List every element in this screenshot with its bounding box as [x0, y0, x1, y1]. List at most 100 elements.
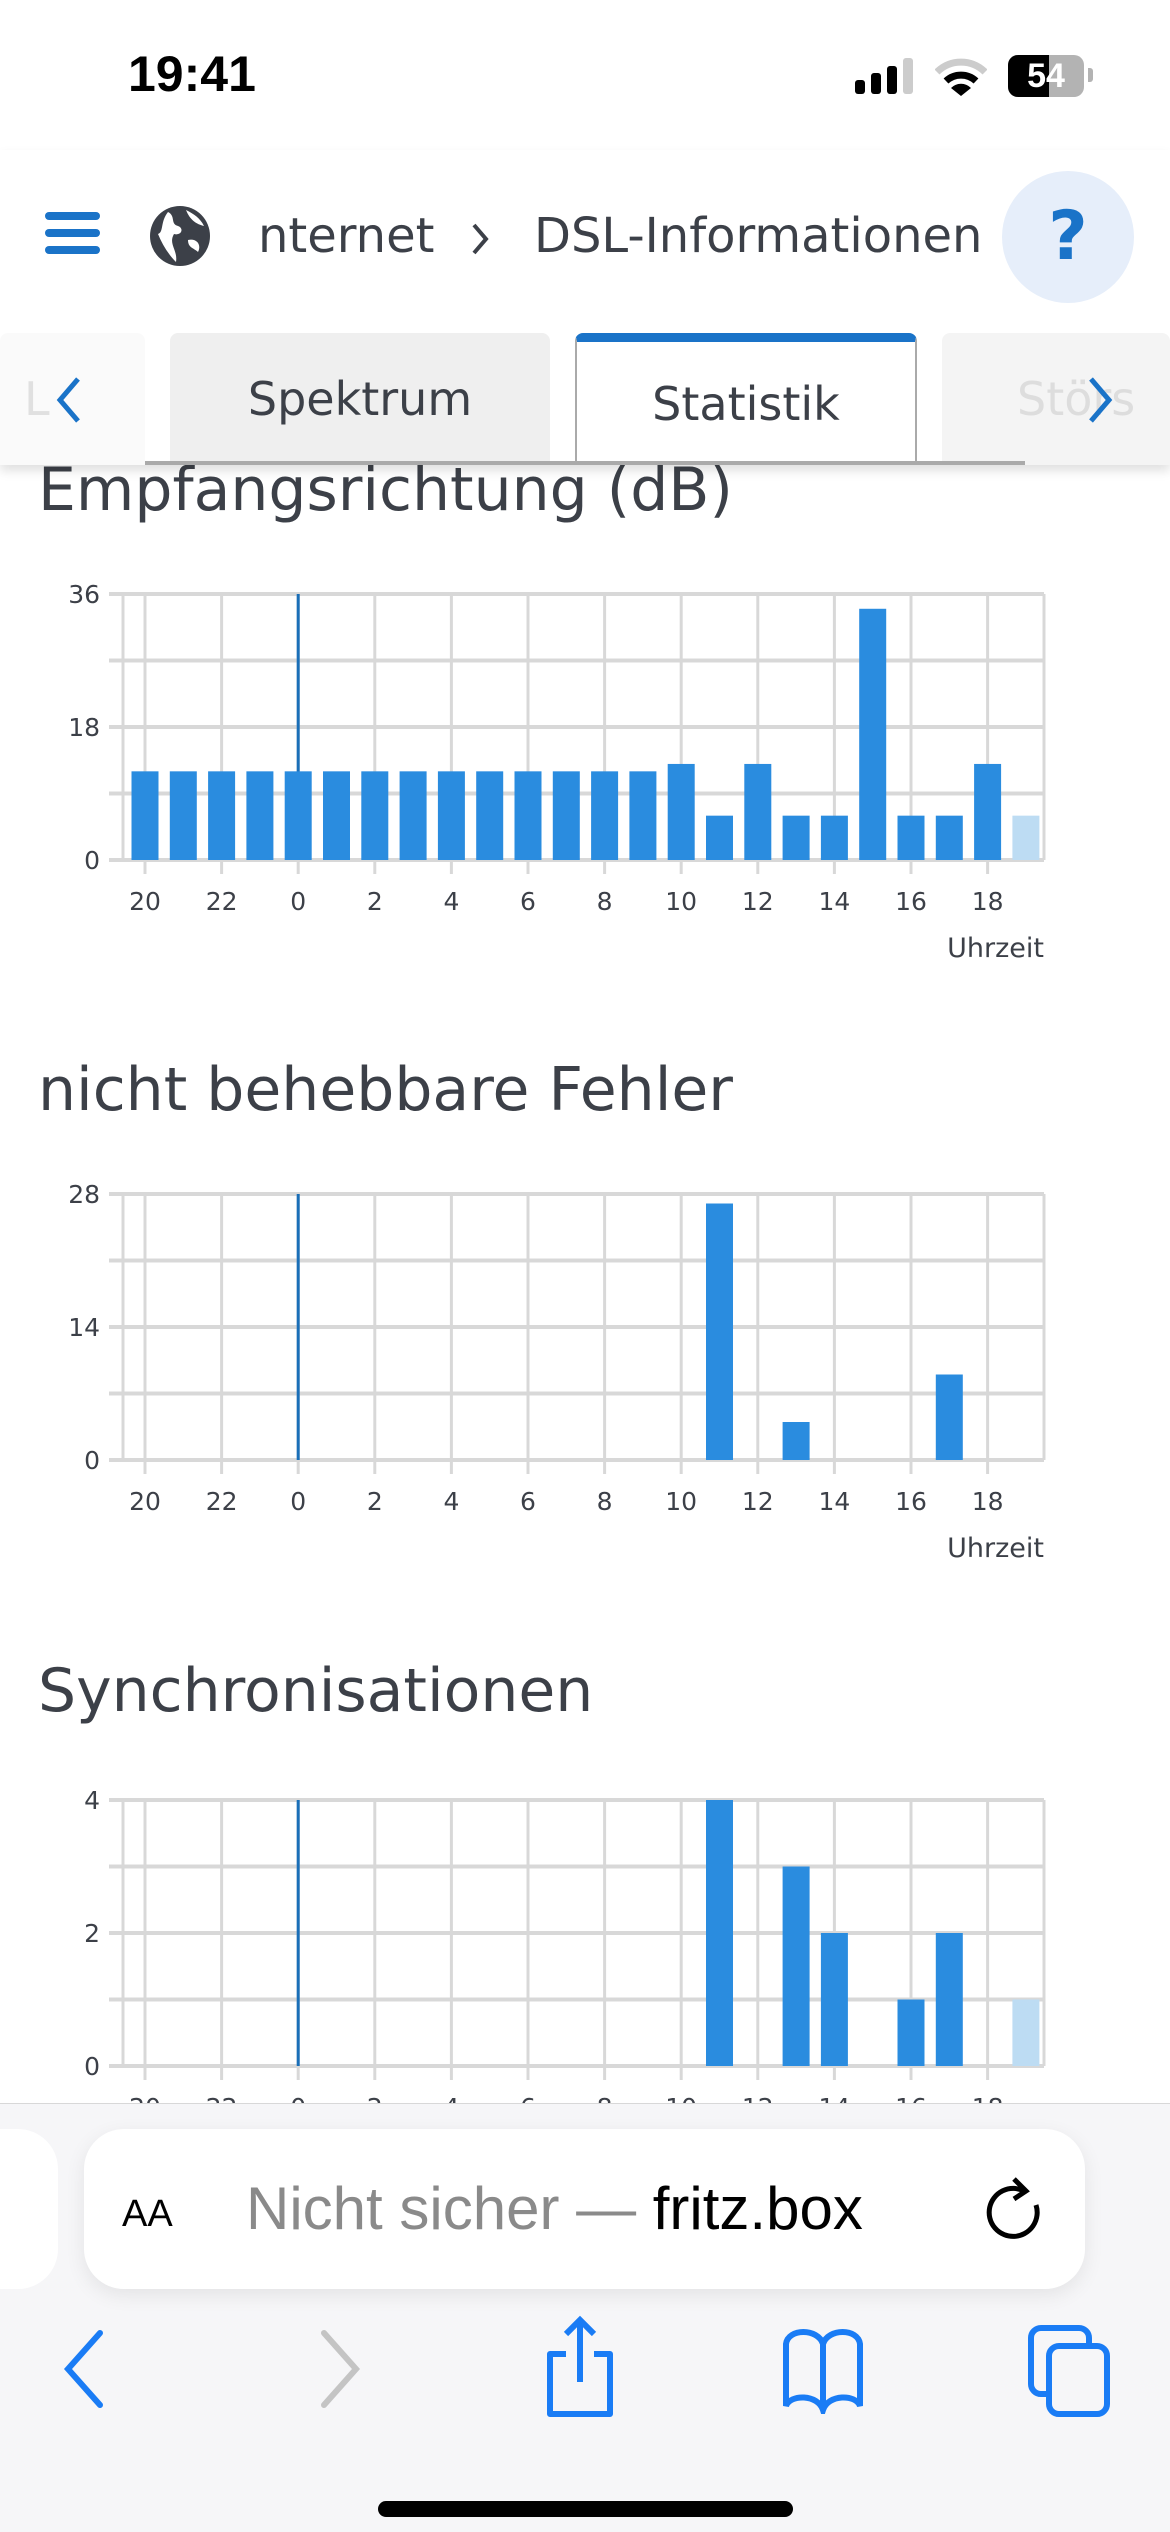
breadcrumb-parent[interactable]: nternet [258, 208, 435, 264]
y-tick-label: 18 [68, 713, 100, 742]
bar-14 [820, 1933, 848, 2066]
bar-22 [208, 771, 236, 860]
x-tick-label: 8 [597, 887, 613, 916]
bar-2 [361, 771, 389, 860]
tab-stoersicherheit-partial[interactable]: Störs [942, 333, 1170, 465]
bar-19 [1012, 815, 1040, 860]
previous-tab-pill[interactable] [0, 2129, 58, 2289]
y-tick-label: 2 [84, 1919, 100, 1948]
bar-23 [246, 771, 274, 860]
x-tick-label: 22 [206, 887, 238, 916]
x-axis-label: Uhrzeit [947, 1533, 1044, 1564]
hamburger-menu-icon[interactable] [45, 212, 100, 254]
x-tick-label: 18 [972, 887, 1004, 916]
forward-icon[interactable] [318, 2329, 362, 2409]
x-tick-label: 12 [742, 887, 774, 916]
wifi-icon [935, 58, 987, 96]
bar-18 [974, 763, 1002, 860]
x-tick-label: 6 [520, 1487, 536, 1516]
x-tick-label: 14 [818, 1487, 850, 1516]
cellular-signal-icon [855, 58, 913, 94]
y-tick-label: 14 [68, 1313, 100, 1342]
bar-11 [706, 815, 733, 860]
x-axis-label: Uhrzeit [947, 933, 1044, 964]
tab-previous-partial[interactable]: L [0, 333, 145, 465]
x-tick-label: 4 [443, 1487, 459, 1516]
globe-icon [150, 206, 210, 266]
bookmarks-icon[interactable] [778, 2324, 868, 2414]
bar-0 [284, 771, 312, 860]
bar-4 [437, 771, 465, 860]
tab-label: Spektrum [247, 372, 473, 426]
x-tick-label: 12 [742, 1487, 774, 1516]
y-tick-label: 0 [84, 1446, 100, 1475]
x-tick-label: 6 [520, 887, 536, 916]
bar-16 [897, 815, 925, 860]
breadcrumb-current: DSL-Informationen [534, 208, 983, 264]
tab-label: Störs [1017, 372, 1136, 426]
x-tick-label: 4 [443, 887, 459, 916]
tab-label: L [24, 372, 50, 426]
bar-10 [667, 763, 695, 860]
bar-11 [706, 1203, 733, 1460]
bar-13 [782, 1866, 810, 2066]
bar-21 [169, 771, 197, 860]
bar-1 [323, 771, 350, 860]
tabs-scroll-right-icon[interactable] [1085, 375, 1115, 425]
bar-16 [897, 1999, 925, 2066]
chart-title: nicht behebbare Fehler [38, 1055, 733, 1125]
bar-11 [706, 1800, 733, 2066]
domain-label: fritz.box [652, 2175, 863, 2242]
tab-label: Statistik [652, 376, 840, 431]
home-indicator [378, 2501, 793, 2517]
reader-text-size-button[interactable]: AA [122, 2179, 173, 2239]
x-tick-label: 8 [597, 1487, 613, 1516]
x-tick-label: 0 [290, 887, 306, 916]
x-tick-label: 14 [818, 887, 850, 916]
tabs-overview-icon[interactable] [1025, 2322, 1115, 2422]
clock: 19:41 [128, 46, 256, 102]
battery-icon: 54 [1008, 55, 1084, 97]
browser-toolbar: AA Nicht sicher — fritz.box [0, 2103, 1170, 2532]
x-tick-label: 16 [895, 1487, 927, 1516]
x-tick-label: 20 [129, 887, 161, 916]
bar-9 [629, 771, 657, 860]
bar-13 [782, 1422, 810, 1460]
x-tick-label: 2 [367, 1487, 383, 1516]
reload-icon[interactable] [984, 2177, 1048, 2245]
x-tick-label: 2 [367, 887, 383, 916]
x-tick-label: 18 [972, 1487, 1004, 1516]
url-display[interactable]: Nicht sicher — fritz.box [246, 2174, 863, 2243]
tab-spektrum[interactable]: Spektrum [170, 333, 550, 465]
bar-12 [744, 763, 772, 860]
tab-statistik[interactable]: Statistik [575, 333, 917, 465]
tabs-scroll-left-icon[interactable] [54, 375, 84, 425]
help-button[interactable]: ? [1002, 171, 1134, 303]
bar-17 [935, 1374, 963, 1460]
x-tick-label: 16 [895, 887, 927, 916]
aa-label: AA [122, 2193, 173, 2235]
bar-8 [591, 771, 619, 860]
x-tick-label: 0 [290, 1487, 306, 1516]
battery-level: 54 [1027, 57, 1065, 95]
x-tick-label: 22 [206, 1487, 238, 1516]
status-bar: 19:41 54 [0, 0, 1170, 150]
bar-17 [935, 815, 963, 860]
not-secure-label: Nicht sicher — [246, 2175, 637, 2242]
address-bar[interactable]: AA Nicht sicher — fritz.box [84, 2129, 1085, 2289]
y-tick-label: 0 [84, 846, 100, 875]
chart-nicht-behebbare-fehler: 20 22 0 2 4 6 8 10 12 14 16 18 0 14 28 Uhrzeit [68, 1180, 1046, 1564]
y-tick-label: 28 [68, 1180, 100, 1209]
share-icon[interactable] [540, 2314, 620, 2424]
bar-19 [1012, 1999, 1040, 2066]
page-header: nternet DSL-Informationen ? L Spektrum S… [0, 150, 1170, 465]
y-tick-label: 36 [68, 580, 100, 609]
bar-14 [820, 815, 848, 860]
y-tick-label: 0 [84, 2052, 100, 2081]
x-tick-label: 20 [129, 1487, 161, 1516]
bar-5 [476, 771, 504, 860]
breadcrumb-chevron-icon [472, 223, 489, 255]
back-icon[interactable] [62, 2329, 106, 2409]
chart-empfangsrichtung: 20 22 0 2 4 6 8 10 12 14 16 18 0 18 36 Uhrzeit [68, 580, 1046, 964]
bar-17 [935, 1933, 963, 2066]
